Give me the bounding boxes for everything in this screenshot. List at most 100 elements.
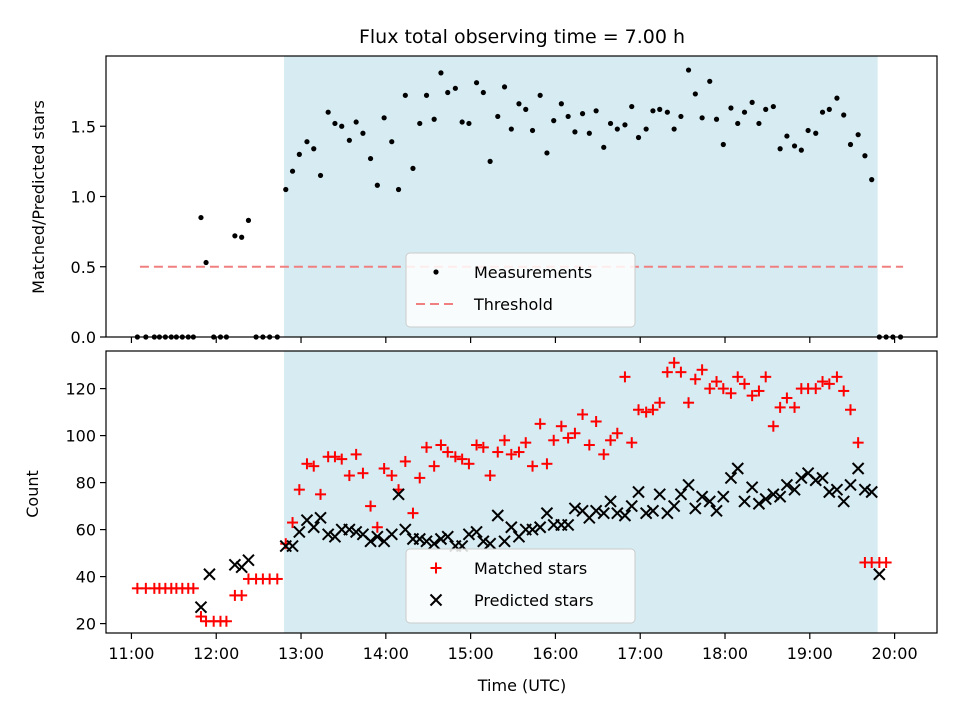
count-point-1-7-b: [293, 525, 306, 539]
count-point-0-31: [343, 470, 355, 482]
count-point-0-67: [598, 448, 610, 460]
count-point-0-64: [577, 408, 589, 420]
count-point-0-72: [633, 404, 645, 416]
ratio-point-0-94: [791, 143, 798, 149]
count-point-1-6: [286, 539, 299, 553]
count-point-1-16-b: [356, 528, 370, 541]
count-point-1-31-b: [462, 528, 476, 541]
count-point-1-84: [837, 495, 850, 508]
ratio-point-0-53: [501, 84, 508, 90]
count-point-1-32-b: [470, 525, 483, 539]
ratio-point-0-72: [635, 134, 642, 141]
count-point-0-44: [435, 439, 447, 451]
count-point-1-54-b: [625, 499, 638, 513]
ratio-legend: Measurements Threshold: [405, 252, 636, 328]
count-point-1-21-b: [392, 488, 405, 501]
count-point-1-61-b: [674, 488, 688, 501]
count-point-1-77: [788, 483, 801, 496]
ratio-point-0-77: [671, 126, 677, 132]
count-point-1-62: [682, 478, 695, 492]
count-point-1-1-b: [203, 568, 216, 581]
count-point-1-9-b: [307, 521, 320, 534]
count-point-1-7: [293, 525, 306, 539]
ratio-ytick-label-3: 1.5: [71, 117, 96, 136]
ratio-point-0-41: [417, 120, 423, 127]
count-point-1-24-b: [413, 532, 426, 546]
ratio-legend-box: [405, 252, 636, 328]
count-point-1-35: [491, 509, 504, 522]
ratio-point-0-86: [735, 120, 741, 127]
count-point-1-18-b: [371, 530, 384, 543]
count-ytick-label-2: 60: [76, 521, 96, 540]
count-point-1-76: [780, 478, 794, 492]
count-point-1-55-b: [632, 485, 645, 499]
count-series-0: [131, 357, 892, 627]
ratio-point-0-46: [452, 85, 458, 91]
count-legend: Matched stars Predicted stars: [405, 548, 636, 624]
ratio-point-0-48: [466, 120, 472, 127]
count-point-0-10: [195, 611, 207, 623]
ratio-point-0-96: [805, 127, 811, 134]
count-point-1-71: [745, 481, 759, 494]
count-point-1-20: [385, 528, 398, 541]
count-point-0-91: [767, 420, 779, 432]
ratio-point-0-58: [537, 92, 543, 98]
ratio-point-0-99: [826, 106, 832, 112]
count-point-0-69: [611, 427, 623, 439]
count-point-0-21: [271, 573, 283, 585]
ratio-point-0-65: [586, 130, 592, 136]
xtick-label-0: 11:00: [108, 644, 154, 663]
count-legend-label-1: Predicted stars: [474, 591, 594, 610]
count-point-1-35-b: [491, 509, 504, 522]
count-point-0-30: [336, 453, 348, 465]
ratio-point-0-32: [353, 119, 359, 125]
count-point-1-2-b: [228, 558, 242, 572]
count-point-1-46: [568, 502, 582, 515]
count-point-1-25: [420, 535, 433, 548]
count-point-1-47-b: [576, 504, 589, 518]
count-point-1-50: [597, 506, 610, 520]
ratio-point-0-27: [317, 172, 324, 179]
ratio-point-0-62: [565, 113, 571, 120]
count-point-1-87: [858, 483, 872, 496]
count-point-1-45-b: [561, 518, 575, 532]
count-point-1-17: [364, 535, 377, 548]
count-point-1-80-b: [809, 474, 822, 487]
count-point-1-56-b: [639, 506, 653, 520]
count-point-0-33: [357, 467, 369, 479]
count-point-1-27-b: [434, 532, 448, 546]
count-point-1-76-b: [780, 478, 794, 492]
ratio-point-0-73: [643, 126, 649, 132]
ratio-panel: 0.0 0.5 1.0 1.5 Measurements Threshold: [71, 55, 938, 347]
ratio-point-0-11: [203, 259, 209, 266]
ratio-ytick-label-2: 1.0: [71, 188, 96, 207]
count-point-0-57: [527, 460, 539, 472]
xtick-label-7: 18:00: [702, 644, 748, 663]
count-point-0-98: [817, 376, 829, 388]
count-point-1-21: [392, 488, 405, 501]
ratio-point-0-25: [304, 139, 310, 145]
ratio-point-0-24: [296, 151, 302, 157]
ratio-point-0-43: [431, 116, 437, 122]
count-point-0-88: [746, 390, 758, 402]
count-point-1-83: [830, 483, 844, 496]
ratio-point-0-51: [487, 158, 493, 164]
count-point-0-25: [301, 458, 313, 470]
count-point-1-81: [816, 471, 829, 485]
count-point-1-82: [823, 485, 836, 499]
ratio-point-0-17: [245, 217, 252, 223]
top-y-axis-label: Matched/Predicted stars: [29, 100, 48, 294]
ratio-point-0-22: [283, 186, 289, 193]
count-point-0-74: [647, 404, 659, 416]
ratio-point-0-104: [862, 153, 868, 159]
count-point-1-62-b: [682, 478, 695, 492]
xtick-label-9: 20:00: [872, 644, 918, 663]
count-point-1-40: [526, 523, 539, 536]
ratio-point-0-87: [741, 109, 748, 115]
count-point-1-83-b: [830, 483, 844, 496]
count-point-0-80: [689, 373, 701, 385]
count-point-0-36: [378, 463, 390, 474]
count-point-0-102: [845, 404, 857, 416]
count-point-1-88-b: [865, 485, 878, 499]
xtick-label-8: 19:00: [787, 644, 833, 663]
